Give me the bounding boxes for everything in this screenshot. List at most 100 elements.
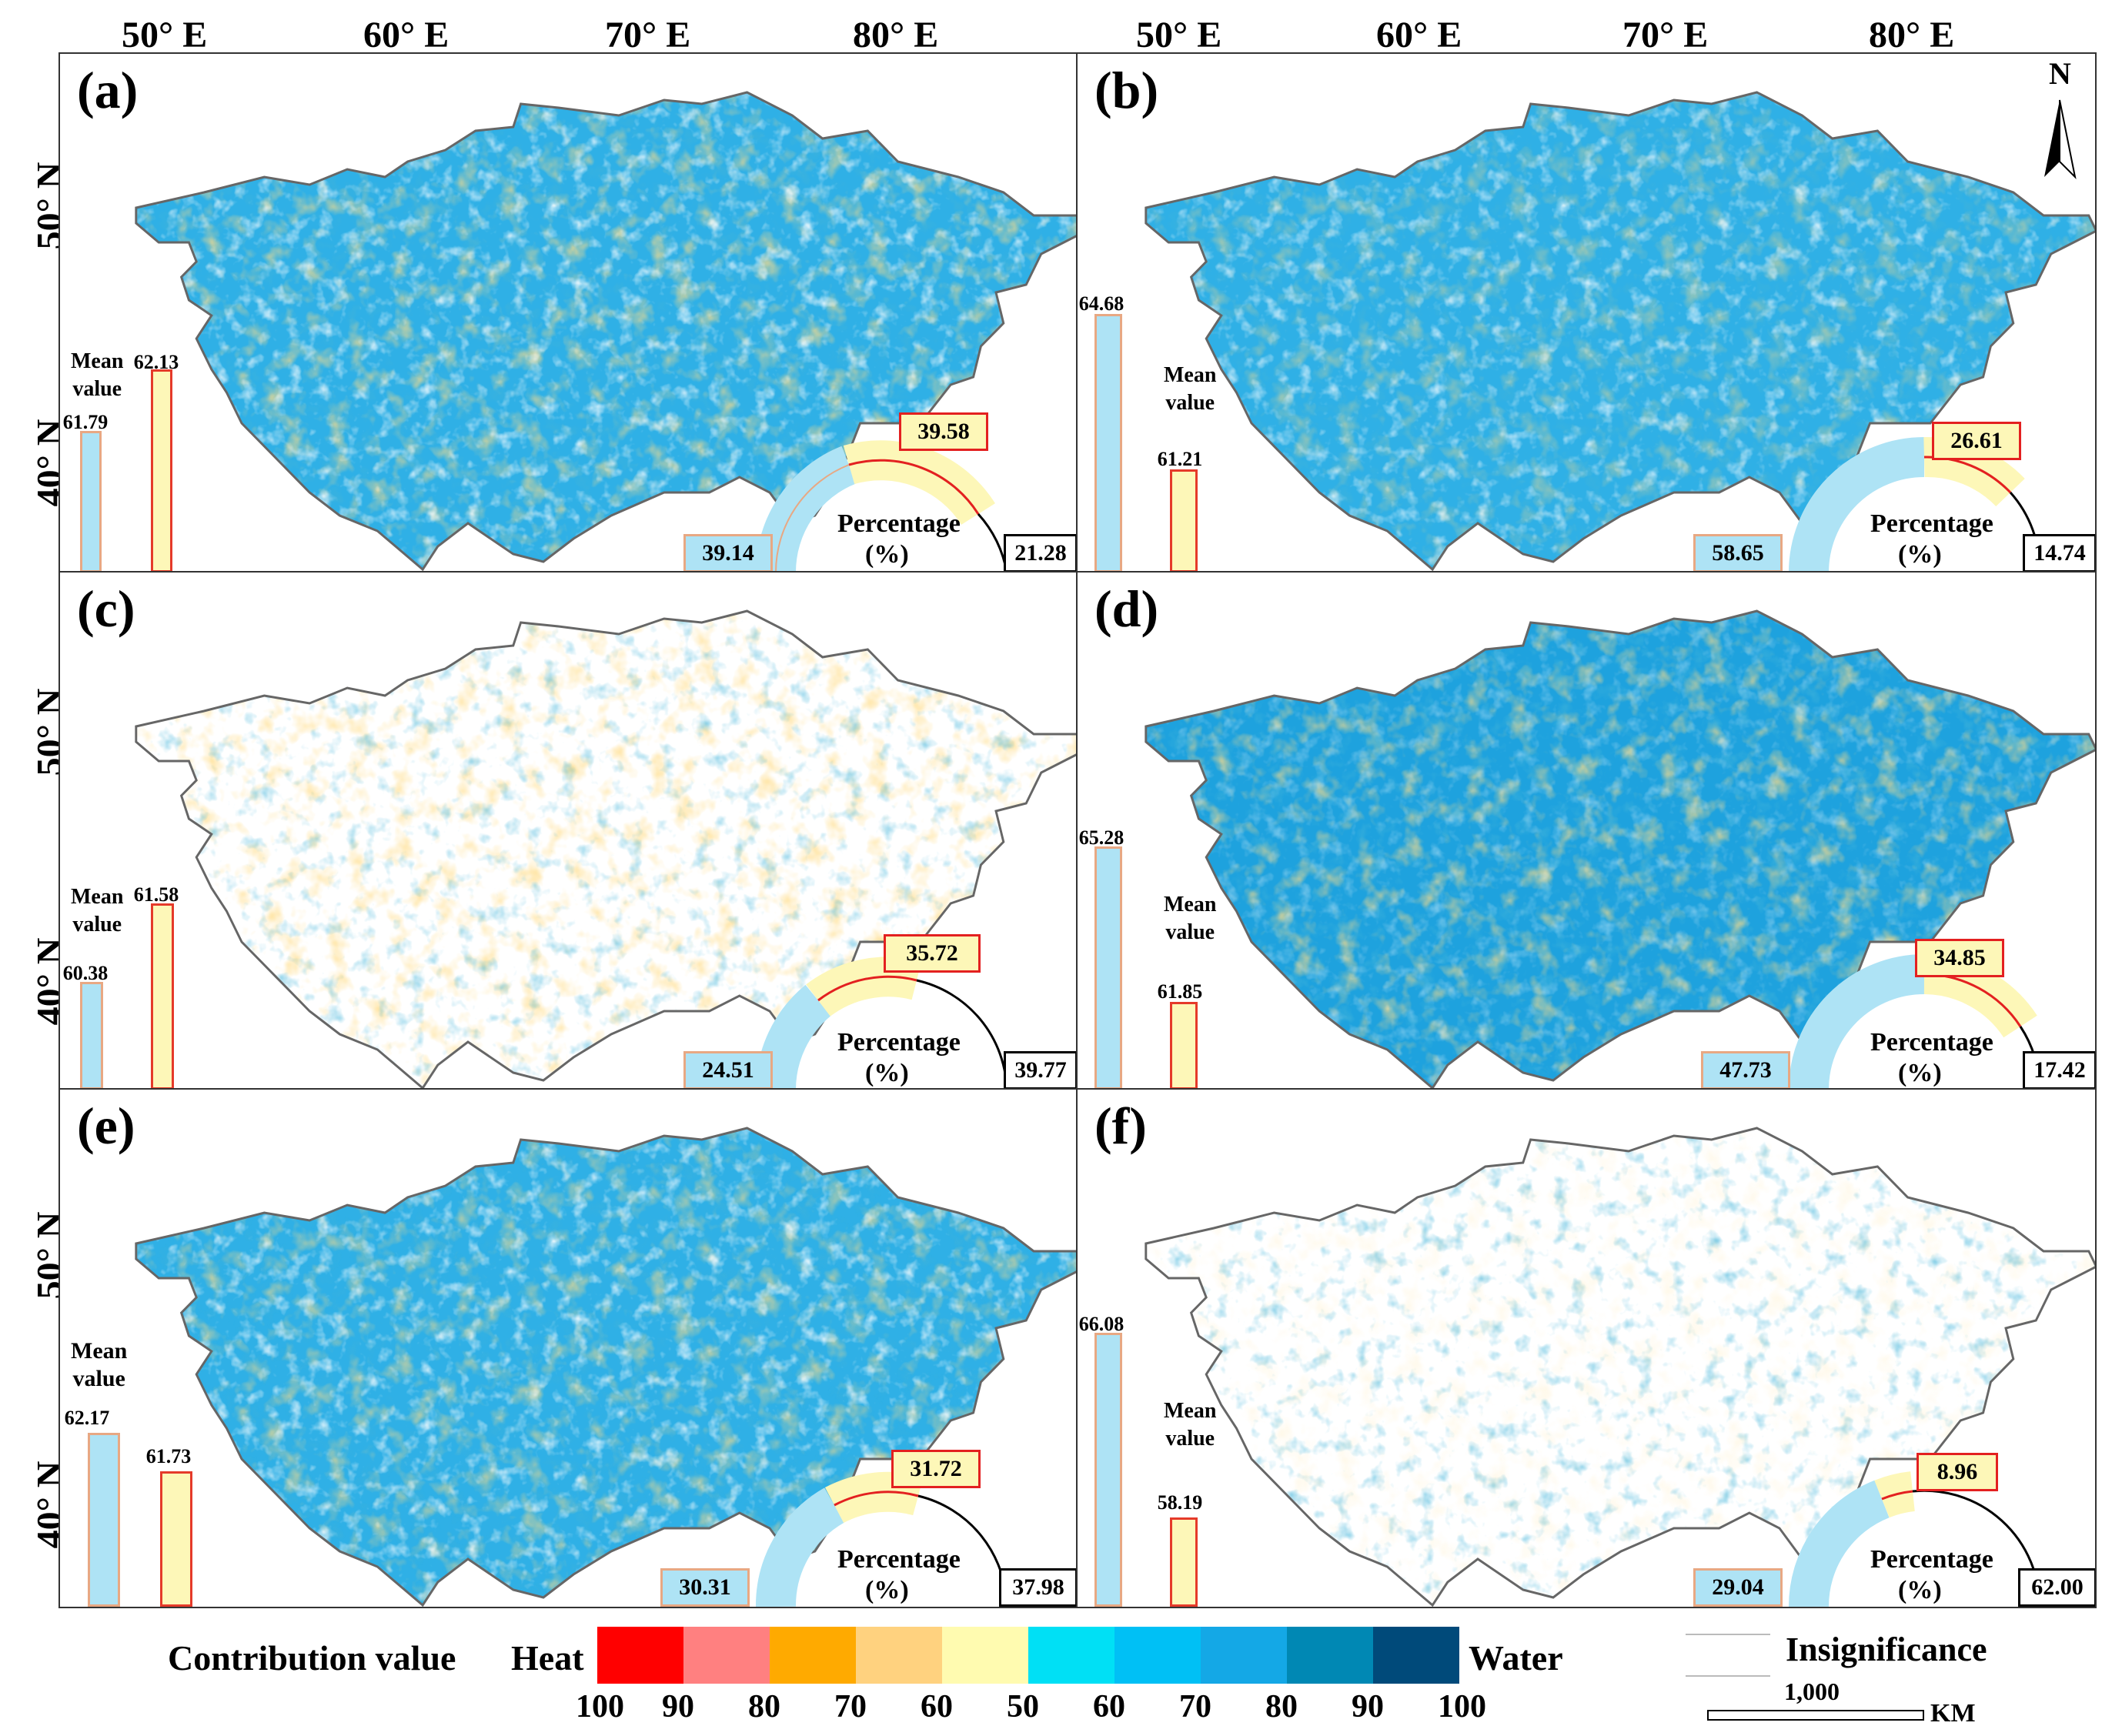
mean-heat-value: 61.85 xyxy=(1157,980,1203,1003)
map-panel-c: (c) Mean value 60.38 61.58 Percentage (%)… xyxy=(58,571,1079,1091)
mean-water-bar xyxy=(88,1433,120,1607)
insignificance-symbol xyxy=(1686,1634,1770,1677)
pct-heat-box: 26.61 xyxy=(1932,422,2021,460)
mean-water-value: 60.38 xyxy=(62,962,109,984)
mean-heat-bar xyxy=(151,903,174,1090)
mean-heat-value: 61.58 xyxy=(133,883,179,906)
scale-unit: KM xyxy=(1930,1699,1976,1728)
mean-heat-value: 58.19 xyxy=(1157,1491,1203,1514)
pct-insig-box: 14.74 xyxy=(2023,534,2095,573)
panel-label: (c) xyxy=(77,579,135,638)
percentage-unit: (%) xyxy=(865,1576,909,1604)
mean-value-label: Mean value xyxy=(1164,363,1217,415)
mean-water-bar xyxy=(80,431,102,573)
percentage-label: Percentage xyxy=(1870,509,1993,538)
percentage-label: Percentage xyxy=(1870,1028,1993,1057)
pct-heat-box: 8.96 xyxy=(1916,1453,1998,1491)
mean-water-bar xyxy=(1094,314,1122,573)
percentage-gauge xyxy=(755,440,1008,573)
lon-label: 50° E xyxy=(122,15,208,55)
map-region xyxy=(135,1127,1078,1607)
percentage-gauge xyxy=(1788,1471,2041,1607)
panel-label: (e) xyxy=(77,1097,135,1155)
mean-value-label: Mean value xyxy=(1164,1399,1217,1451)
legend-swatch xyxy=(1114,1627,1201,1684)
pct-heat-box: 35.72 xyxy=(884,934,981,973)
pct-heat-box: 34.85 xyxy=(1915,939,2004,977)
legend-swatch xyxy=(1201,1627,1287,1684)
map-panel-b: (b) N 64.68 Mean value 61.21 Percentage (… xyxy=(1076,52,2097,574)
mean-water-value: 65.28 xyxy=(1078,826,1124,849)
mean-water-value: 61.79 xyxy=(62,411,109,433)
pct-water-box: 30.31 xyxy=(660,1568,750,1607)
scale-value: 1,000 xyxy=(1784,1678,1840,1705)
pct-insig-box: 37.98 xyxy=(999,1568,1078,1607)
percentage-label: Percentage xyxy=(837,509,961,538)
map-region xyxy=(1145,1127,2095,1607)
percentage-gauge xyxy=(756,1471,1008,1607)
pct-water-box: 58.65 xyxy=(1693,534,1783,573)
legend-swatch xyxy=(856,1627,942,1684)
legend-tick: 60 xyxy=(1093,1689,1125,1724)
lon-label: 60° E xyxy=(1376,15,1462,55)
mean-heat-bar xyxy=(151,369,172,573)
legend-tick: 50 xyxy=(1007,1689,1039,1724)
lon-label: 70° E xyxy=(605,15,691,55)
pct-insig-box: 21.28 xyxy=(1004,534,1078,573)
map-panel-e: (e) Mean value 62.17 61.73 Percentage (%)… xyxy=(58,1088,1079,1608)
legend-tick: 90 xyxy=(1352,1689,1384,1724)
pct-water-box: 29.04 xyxy=(1693,1568,1783,1607)
mean-heat-bar xyxy=(1170,1002,1198,1090)
legend-tick: 70 xyxy=(1179,1689,1211,1724)
legend-tick: 60 xyxy=(921,1689,953,1724)
mean-water-bar xyxy=(1094,846,1122,1090)
percentage-unit: (%) xyxy=(865,540,909,569)
pct-water-box: 39.14 xyxy=(683,534,773,573)
map-panel-d: (d) 65.28 Mean value 61.85 Percentage (%)… xyxy=(1076,571,2097,1091)
pct-insig-box: 62.00 xyxy=(2018,1568,2095,1607)
legend-title: Contribution value xyxy=(168,1638,456,1678)
mean-water-bar xyxy=(1094,1333,1122,1607)
mean-water-value: 66.08 xyxy=(1078,1313,1124,1335)
legend-tick: 80 xyxy=(1265,1689,1298,1724)
legend-water-label: Water xyxy=(1469,1638,1563,1678)
percentage-label: Percentage xyxy=(837,1028,961,1057)
legend-tick: 100 xyxy=(1438,1689,1486,1724)
mean-value-label: Mean value xyxy=(1164,893,1217,944)
mean-water-value: 64.68 xyxy=(1078,292,1124,315)
scale-bar xyxy=(1707,1710,1924,1721)
panel-label: (f) xyxy=(1094,1097,1147,1155)
mean-heat-bar xyxy=(1170,1517,1198,1607)
mean-water-value: 62.17 xyxy=(64,1407,110,1429)
pct-insig-box: 17.42 xyxy=(2023,1051,2095,1090)
panel-label: (b) xyxy=(1094,61,1159,119)
percentage-unit: (%) xyxy=(1898,1059,1942,1087)
map-region xyxy=(135,91,1078,571)
percentage-unit: (%) xyxy=(865,1059,909,1087)
insignificance-label: Insignificance xyxy=(1786,1631,1987,1668)
legend-swatch xyxy=(683,1627,770,1684)
legend-tick: 100 xyxy=(576,1689,624,1724)
mean-value-label: Mean value xyxy=(71,1338,128,1391)
map-region xyxy=(1145,91,2095,571)
legend-tick: 70 xyxy=(834,1689,867,1724)
percentage-unit: (%) xyxy=(1898,1576,1942,1604)
pct-insig-box: 39.77 xyxy=(1004,1051,1078,1090)
percentage-label: Percentage xyxy=(837,1545,961,1574)
lon-label: 70° E xyxy=(1622,15,1709,55)
mean-value-label: Mean value xyxy=(71,349,124,401)
legend-swatch xyxy=(942,1627,1028,1684)
legend-swatch xyxy=(597,1627,683,1684)
mean-heat-value: 61.73 xyxy=(145,1445,192,1467)
legend-tick: 80 xyxy=(748,1689,780,1724)
legend-swatch xyxy=(1287,1627,1373,1684)
percentage-unit: (%) xyxy=(1898,540,1942,569)
pct-heat-box: 39.58 xyxy=(899,412,988,451)
legend-heat-label: Heat xyxy=(511,1638,584,1678)
lon-label: 50° E xyxy=(1136,15,1222,55)
map-panel-a: (a) Mean value 61.79 62.13 Percentage (%)… xyxy=(58,52,1079,574)
lon-label: 60° E xyxy=(363,15,449,55)
legend-swatch xyxy=(770,1627,856,1684)
panel-label: (a) xyxy=(77,61,139,119)
map-region xyxy=(135,609,1078,1090)
